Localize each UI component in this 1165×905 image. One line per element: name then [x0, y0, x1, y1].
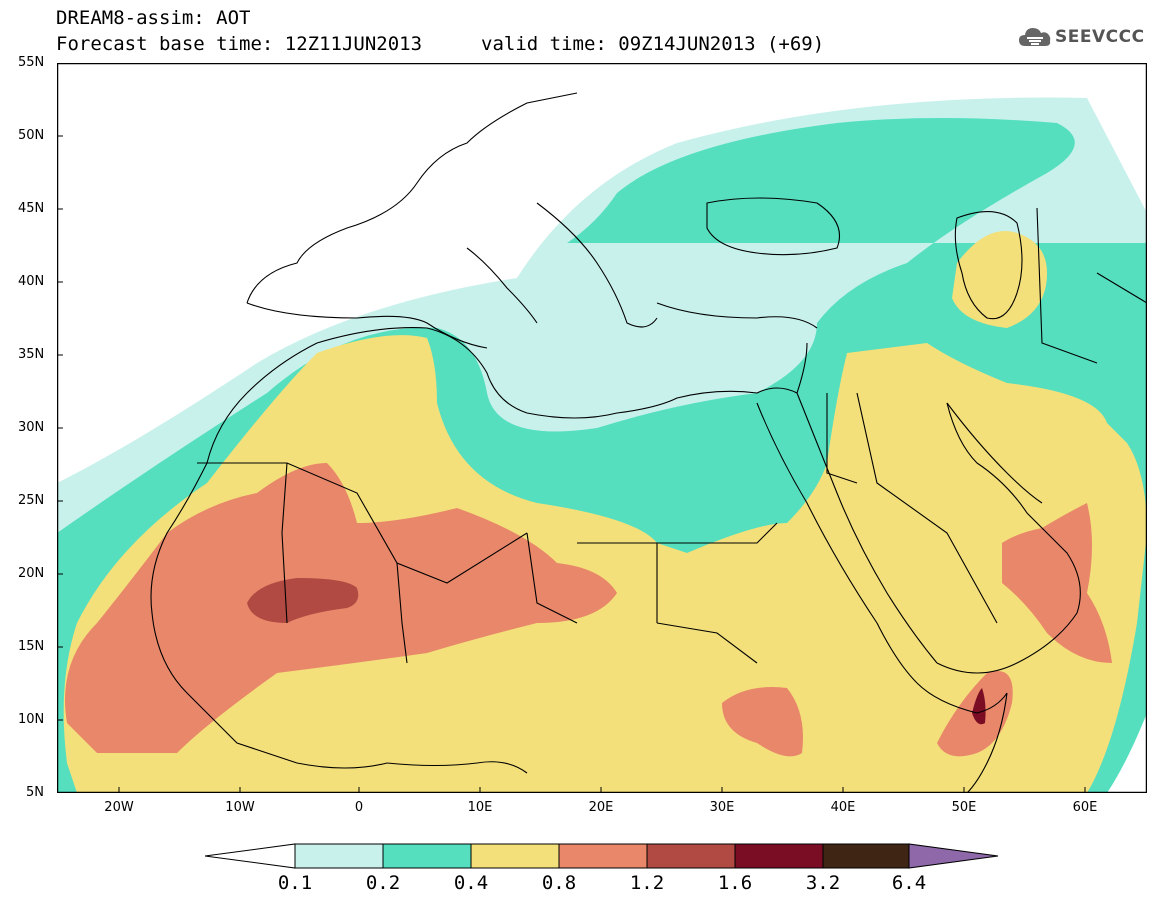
cloud-logo-icon	[1019, 28, 1051, 46]
aot-band-0.4-caspian	[952, 231, 1047, 328]
lon-label: 10E	[467, 800, 493, 815]
lon-label: 20W	[104, 800, 134, 815]
colorbar-bin	[734, 843, 824, 869]
lat-label: 40N	[18, 274, 45, 289]
colorbar-bin	[646, 843, 736, 869]
lon-label: 60E	[1072, 800, 1098, 815]
forecast-base-time: Forecast base time: 12Z11JUN2013	[56, 33, 423, 55]
map-frame	[57, 63, 1147, 793]
lat-label: 55N	[18, 55, 45, 70]
aot-map	[57, 63, 1147, 793]
lon-label: 0	[354, 800, 364, 815]
colorbar-label: 3.2	[805, 872, 841, 894]
aot-band-0.4	[63, 335, 1147, 793]
colorbar-label: 0.1	[277, 872, 313, 894]
colorbar-bin	[822, 843, 910, 869]
colorbar-label: 1.2	[629, 872, 665, 894]
lat-label: 20N	[18, 566, 45, 581]
lon-label: 10W	[225, 800, 255, 815]
aot-band-1.6	[972, 688, 986, 725]
colorbar-bin	[558, 843, 648, 869]
colorbar-label: 1.6	[717, 872, 753, 894]
colorbar-lower-arrow	[205, 843, 296, 869]
coastlines	[150, 92, 1147, 793]
colorbar-label: 0.2	[365, 872, 401, 894]
colorbar-label: 6.4	[891, 872, 927, 894]
logo-text: SEEVCCC	[1055, 27, 1145, 47]
lat-label: 30N	[18, 420, 45, 435]
colorbar-label: 0.8	[541, 872, 577, 894]
lon-label: 30E	[709, 800, 735, 815]
colorbar-bin	[382, 843, 472, 869]
lat-label: 35N	[18, 347, 45, 362]
lat-label: 5N	[26, 785, 44, 800]
aot-band-0.8-oman	[1002, 503, 1112, 663]
chart-title: DREAM8-assim: AOT	[56, 7, 251, 29]
colorbar-upper-arrow	[908, 843, 999, 869]
colorbar	[205, 843, 999, 869]
lon-label: 40E	[830, 800, 856, 815]
lat-label: 45N	[18, 201, 45, 216]
lon-label: 50E	[951, 800, 977, 815]
colorbar-bin	[294, 843, 384, 869]
valid-time: valid time: 09Z14JUN2013 (+69)	[481, 33, 825, 55]
lat-label: 15N	[18, 639, 45, 654]
lat-label: 25N	[18, 493, 45, 508]
lat-label: 10N	[18, 712, 45, 727]
aot-band-1.2	[247, 578, 359, 623]
lat-label: 50N	[18, 128, 45, 143]
lon-label: 20E	[588, 800, 614, 815]
colorbar-bin	[470, 843, 560, 869]
seevccc-logo: SEEVCCC	[1018, 24, 1145, 50]
aot-band-0.8-ethiopia	[722, 687, 803, 757]
colorbar-label: 0.4	[453, 872, 489, 894]
